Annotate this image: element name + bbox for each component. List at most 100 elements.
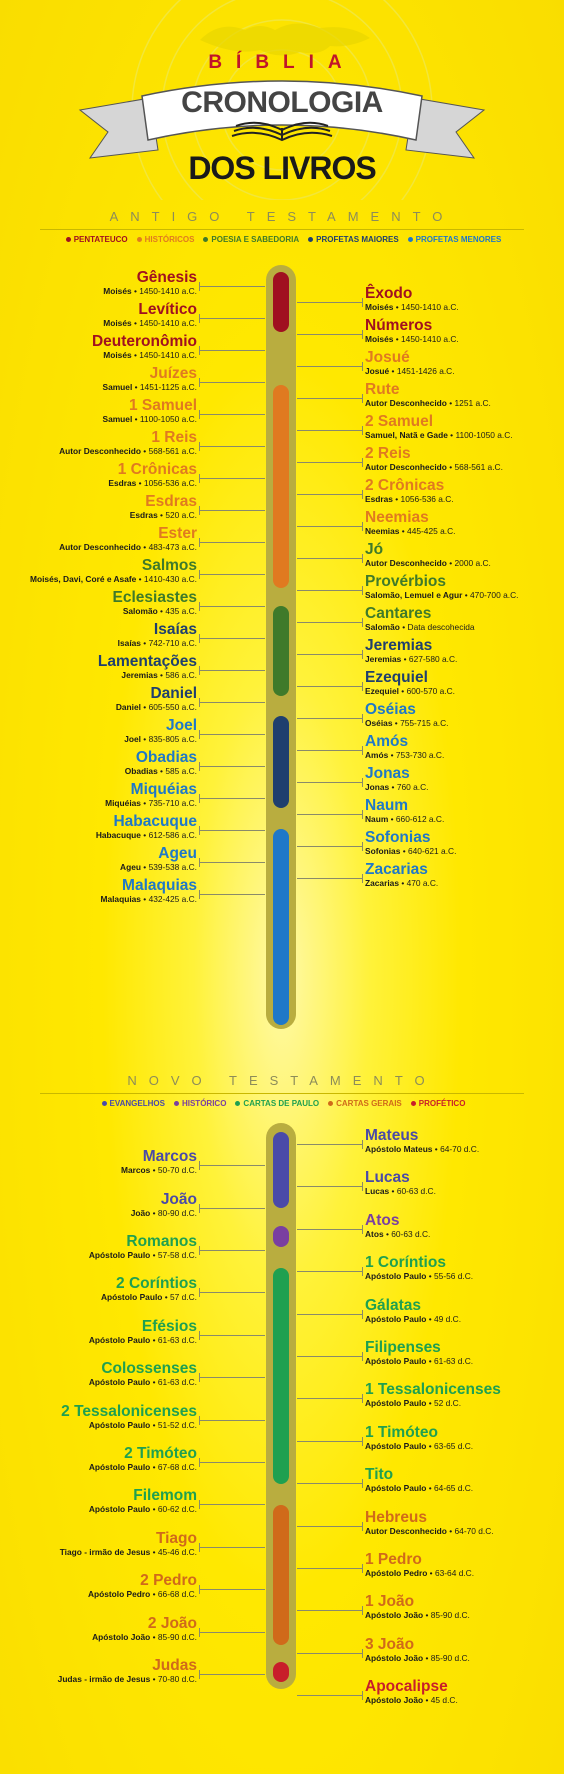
connector-tick xyxy=(199,506,200,515)
connector-line xyxy=(297,558,363,559)
book-name: Zacarias xyxy=(365,861,428,878)
connector-line xyxy=(199,574,265,575)
book-date: 470-700 a.C. xyxy=(470,590,519,600)
timeline-segment-poesia-e-sabedoria xyxy=(273,606,289,696)
book-author: Moisés xyxy=(103,318,132,328)
book-ester: Ester Autor Desconhecido • 483-473 a.C. xyxy=(0,525,197,552)
book-2-pedro: 2 Pedro Apóstolo Pedro • 66-68 d.C. xyxy=(0,1572,197,1599)
book-name: Tiago xyxy=(155,1529,197,1547)
connector-tick xyxy=(362,298,363,307)
bullet-separator: • xyxy=(150,1250,158,1260)
book-info: Josué • 1451-1426 a.C. xyxy=(365,366,564,376)
book-info: Obadias • 585 a.C. xyxy=(0,766,197,776)
connector-line xyxy=(297,718,363,719)
book-info: Autor Desconhecido • 568-561 a.C. xyxy=(365,462,564,472)
connector-tick xyxy=(199,730,200,739)
connector-tick xyxy=(362,1224,363,1234)
connector-line xyxy=(297,1398,363,1400)
book-date: 61-63 d.C. xyxy=(157,1334,197,1345)
bullet-separator: • xyxy=(399,526,408,536)
bullet-separator: • xyxy=(150,1589,158,1600)
book-info: Naum • 660-612 a.C. xyxy=(365,814,564,824)
book-name: Naum xyxy=(365,797,409,814)
legend-item-historicos: HISTÓRICOS xyxy=(134,235,194,244)
bullet-separator: • xyxy=(426,1313,435,1324)
connector-tick xyxy=(199,1246,200,1255)
bullet-separator: • xyxy=(150,1334,158,1345)
book-name: 2 Timóteo xyxy=(124,1445,197,1462)
bullet-separator: • xyxy=(388,814,396,824)
book-name: Esdras xyxy=(145,493,197,510)
book-name: Filipenses xyxy=(365,1339,441,1356)
bullet-separator: • xyxy=(157,766,166,776)
book-levitico: Levítico Moisés • 1450-1410 a.C. xyxy=(0,301,197,328)
timeline-segment-historicos xyxy=(273,385,289,588)
bullet-separator: • xyxy=(393,334,401,344)
book-author: Lucas xyxy=(365,1186,390,1197)
book-author: Apóstolo Paulo xyxy=(365,1356,427,1366)
bullet-separator: • xyxy=(131,286,140,296)
book-info: Oséias • 755-715 a.C. xyxy=(365,718,564,728)
book-date: 67-68 d.C. xyxy=(157,1462,197,1472)
book-date: 755-715 a.C. xyxy=(400,718,449,728)
book-name: Ezequiel xyxy=(365,669,428,686)
book-name: Jeremias xyxy=(365,637,433,654)
book-1-cronicas: 1 Crônicas Esdras • 1056-536 a.C. xyxy=(0,461,197,488)
book-name: 1 Reis xyxy=(151,429,197,446)
book-date: 60-63 d.C. xyxy=(391,1228,431,1239)
legend-item-profetico: PROFÉTICO xyxy=(408,1099,465,1108)
legend-item-profetas-menores: PROFETAS MENORES xyxy=(405,235,501,244)
book-author: Tiago - irmão de Jesus xyxy=(59,1546,151,1557)
connector-tick xyxy=(199,794,200,803)
book-date: 57-58 d.C. xyxy=(157,1250,197,1260)
book-hebreus: Hebreus Autor Desconhecido • 64-70 d.C. xyxy=(365,1509,564,1536)
book-author: Apóstolo João xyxy=(365,1695,424,1706)
book-1-timoteo: 1 Timóteo Apóstolo Paulo • 63-65 d.C. xyxy=(365,1424,564,1451)
connector-tick xyxy=(199,442,200,451)
connector-tick xyxy=(199,314,200,323)
book-author: Apóstolo Paulo xyxy=(88,1377,151,1388)
book-info: Apóstolo Paulo • 61-63 d.C. xyxy=(0,1377,197,1387)
book-name: Deuteronômio xyxy=(91,333,197,350)
book-name: Miquéias xyxy=(130,781,197,798)
book-tito: Tito Apóstolo Paulo • 64-65 d.C. xyxy=(365,1466,564,1493)
book-proverbios: Provérbios Salomão, Lemuel e Agur • 470-7… xyxy=(365,573,564,600)
world-map-shape xyxy=(200,23,370,56)
book-judas: Judas Judas - irmão de Jesus • 70-80 d.C. xyxy=(0,1657,197,1684)
bullet-separator: • xyxy=(392,494,401,504)
book-date: 470 a.C. xyxy=(406,878,439,888)
open-book-icon xyxy=(231,121,333,142)
timeline-segment-pentateuco xyxy=(273,272,289,332)
book-name: 1 Crônicas xyxy=(117,461,197,478)
connector-tick xyxy=(362,1182,363,1192)
book-author: Apóstolo Paulo xyxy=(365,1271,427,1282)
connector-tick xyxy=(199,858,200,867)
book-name: 1 Coríntios xyxy=(365,1254,446,1272)
book-date: 49 d.C. xyxy=(434,1313,462,1324)
connector-line xyxy=(199,862,265,863)
connector-line xyxy=(297,1313,363,1315)
timeline-segment-evangelhos xyxy=(273,1132,289,1208)
nt-legend: EVANGELHOS HISTÓRICO CARTAS DE PAULO CARTAS… xyxy=(0,1099,564,1108)
connector-line xyxy=(199,350,265,351)
book-info: Jeremias • 586 a.C. xyxy=(0,670,197,680)
book-juizes: Juízes Samuel • 1451-1125 a.C. xyxy=(0,365,197,392)
book-name: 2 Coríntios xyxy=(116,1275,197,1293)
connector-tick xyxy=(199,602,200,611)
book-efesios: Efésios Apóstolo Paulo • 61-63 d.C. xyxy=(0,1318,197,1345)
nt-title: NOVO TESTAMENTO xyxy=(127,1073,437,1088)
book-date: 568-561 a.C. xyxy=(148,446,197,456)
book-author: Jonas xyxy=(365,782,390,792)
book-info: Apóstolo Paulo • 52 d.C. xyxy=(365,1398,564,1408)
book-info: Apóstolo Paulo • 67-68 d.C. xyxy=(0,1462,197,1472)
connector-tick xyxy=(199,410,200,419)
book-author: Autor Desconhecido xyxy=(59,542,141,552)
book-info: Amós • 753-730 a.C. xyxy=(365,750,564,760)
connector-line xyxy=(297,430,363,431)
book-author: Apóstolo Paulo xyxy=(88,1462,151,1472)
connector-line xyxy=(199,894,265,895)
connector-tick xyxy=(362,458,363,467)
book-date: 585 a.C. xyxy=(165,766,197,776)
book-date: 61-63 d.C. xyxy=(157,1377,197,1388)
book-date: 568-561 a.C. xyxy=(454,462,503,472)
